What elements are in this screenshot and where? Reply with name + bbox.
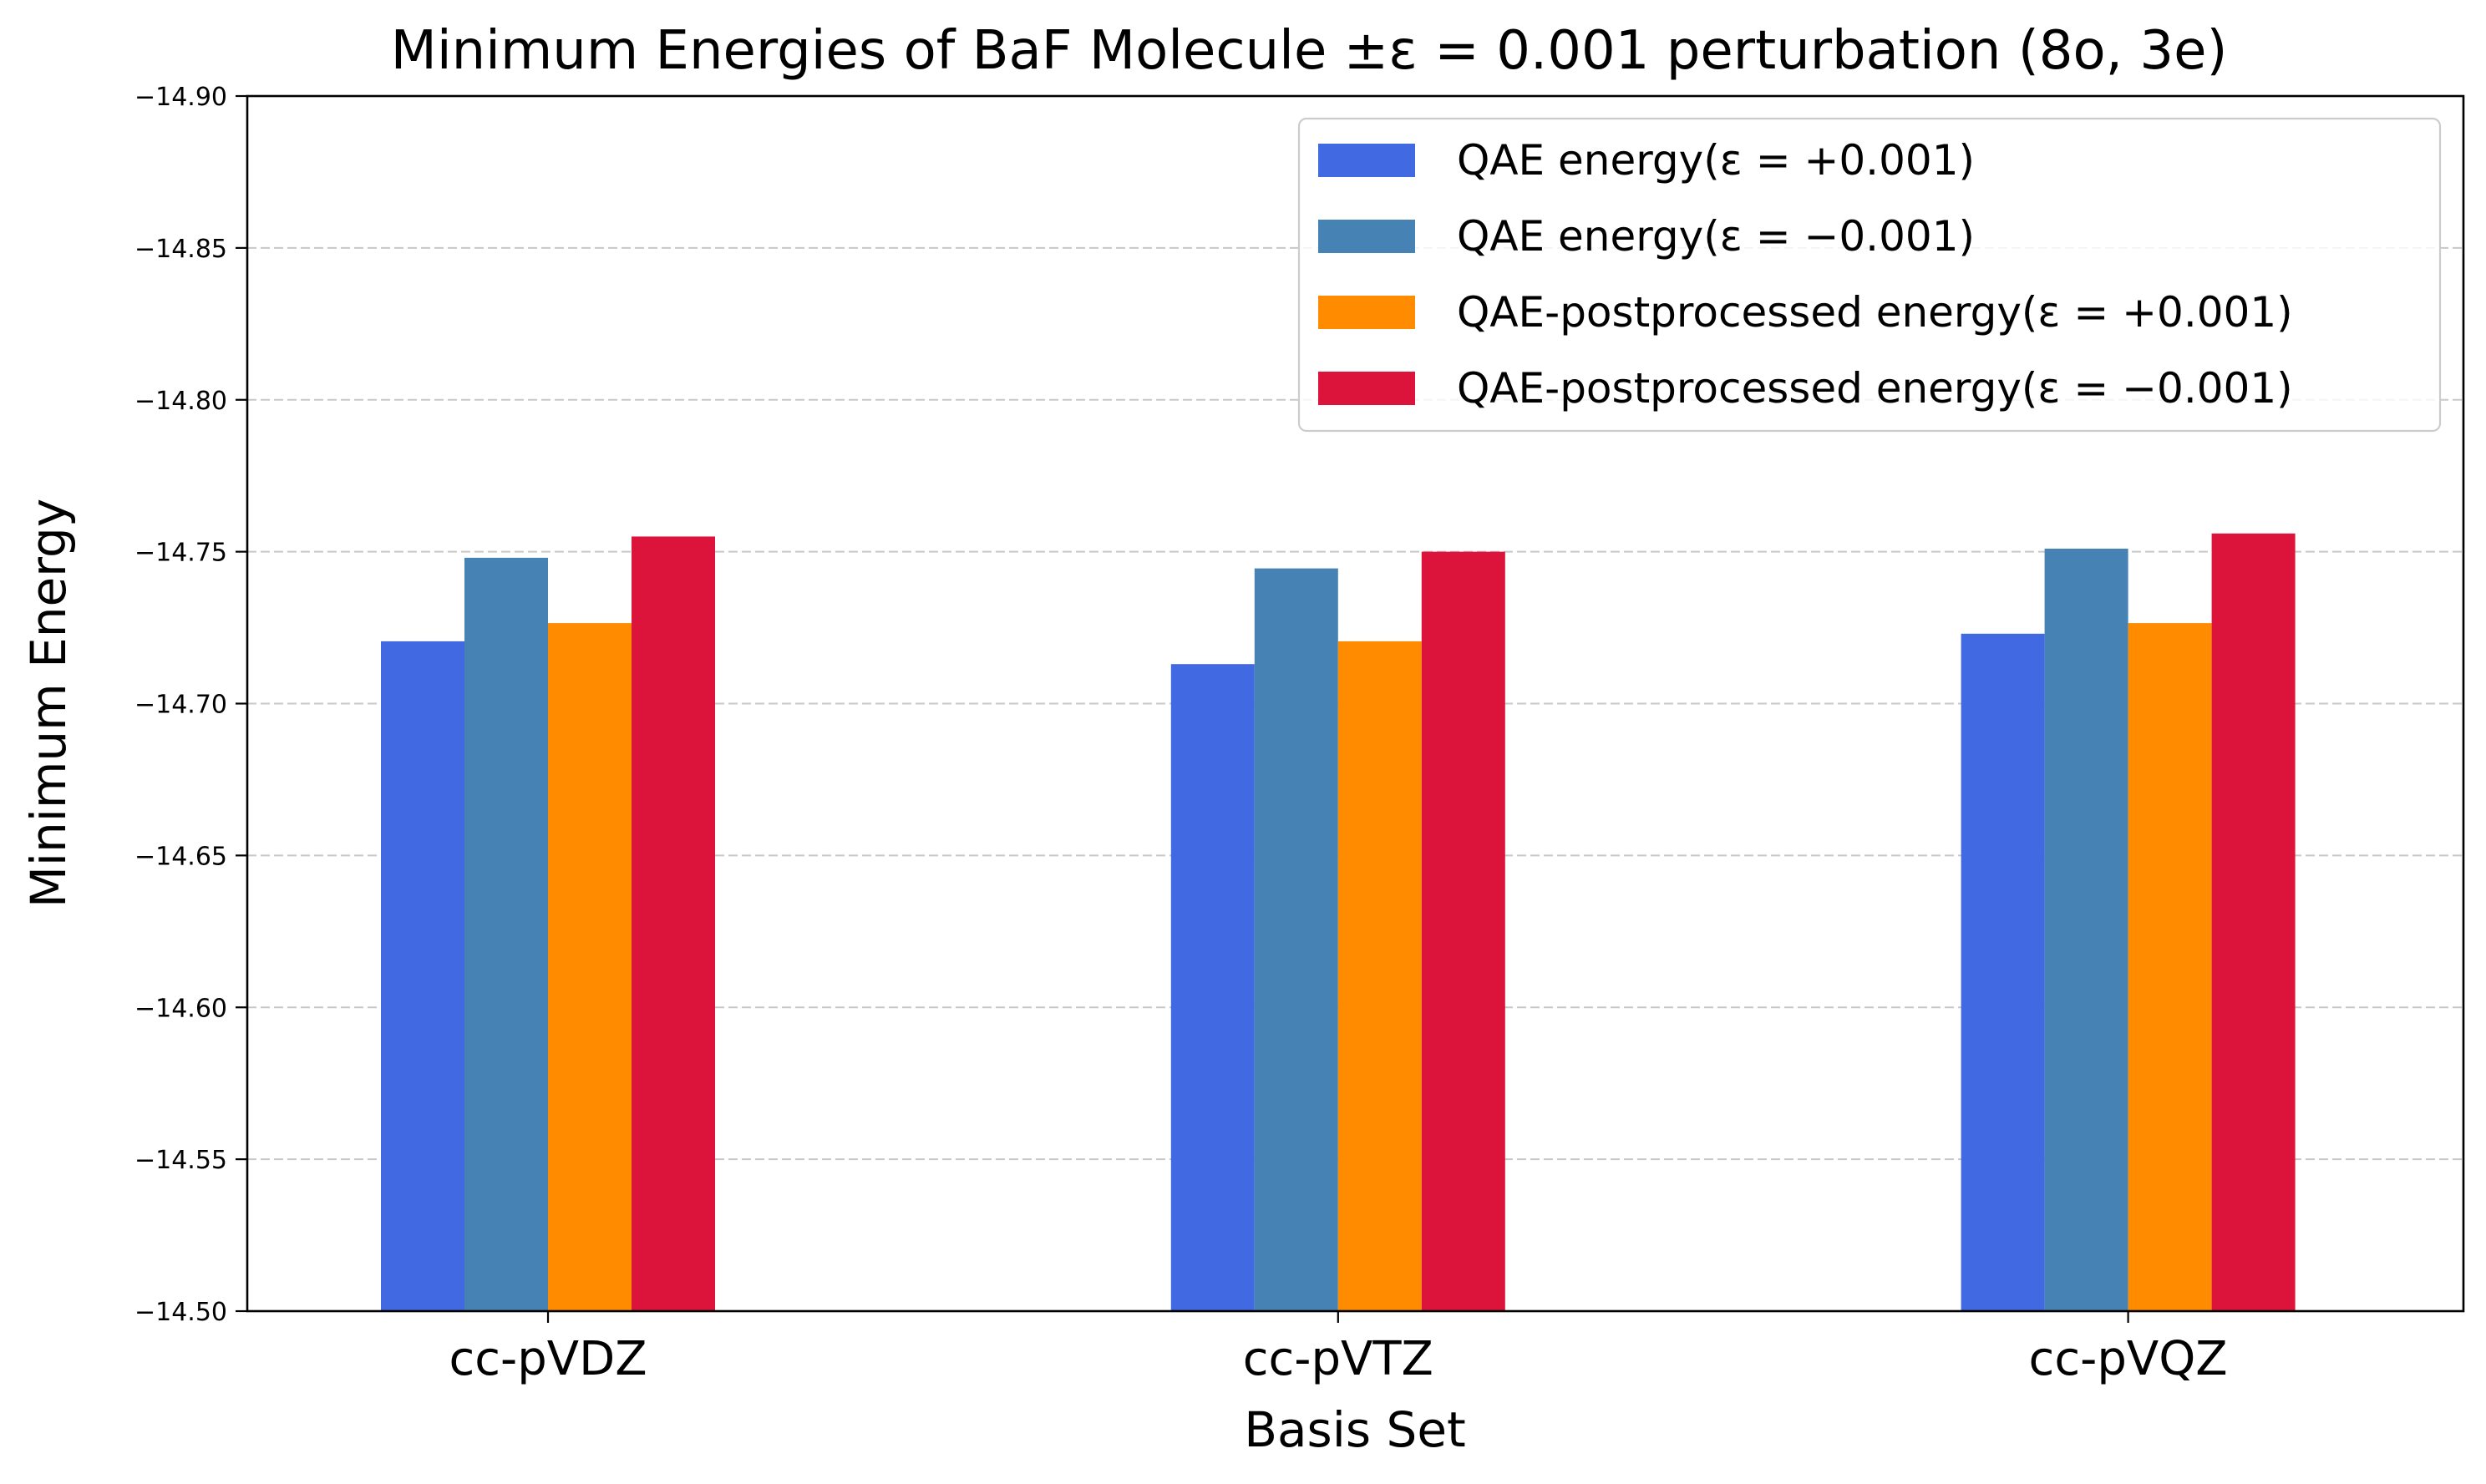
y-axis-label: Minimum Energy: [20, 499, 77, 908]
bar: [632, 536, 716, 1311]
y-tick-label: −14.90: [134, 83, 227, 112]
y-tick-label: −14.80: [134, 387, 227, 416]
y-tick-label: −14.50: [134, 1298, 227, 1327]
y-tick-label: −14.55: [134, 1146, 227, 1175]
legend-label: QAE energy(ε = +0.001): [1457, 136, 1975, 185]
y-axis-ticks: −14.90 −14.85 −14.80 −14.75 −14.70 −14.65 −14.…: [134, 83, 247, 1327]
y-tick-label: −14.65: [134, 842, 227, 871]
legend-label: QAE-postprocessed energy(ε = −0.001): [1457, 364, 2293, 413]
bar: [381, 641, 465, 1311]
legend-swatch: [1318, 144, 1415, 177]
bar: [1961, 633, 2045, 1311]
bar: [464, 557, 549, 1311]
x-tick-label: cc-pVDZ: [449, 1332, 647, 1386]
y-tick-label: −14.75: [134, 539, 227, 568]
y-tick-label: −14.85: [134, 235, 227, 264]
bar: [548, 623, 632, 1311]
bar: [1254, 568, 1338, 1311]
x-tick-label: cc-pVQZ: [2029, 1332, 2228, 1386]
legend-swatch: [1318, 220, 1415, 253]
x-axis-label: Basis Set: [1244, 1401, 1466, 1458]
legend-frame: [1297, 117, 2442, 433]
x-axis-ticks: cc-pVDZ cc-pVTZ cc-pVQZ: [449, 1311, 2228, 1386]
bars: [381, 533, 2296, 1311]
bar: [1421, 551, 1505, 1311]
y-tick-label: −14.60: [134, 994, 227, 1023]
bar: [2128, 623, 2212, 1311]
y-tick-label: −14.70: [134, 691, 227, 720]
bar: [2044, 548, 2128, 1311]
legend: QAE energy(ε = +0.001) QAE energy(ε = −0.…: [1297, 117, 2442, 433]
legend-label: QAE-postprocessed energy(ε = +0.001): [1457, 288, 2293, 337]
bar: [1337, 641, 1422, 1311]
legend-label: QAE energy(ε = −0.001): [1457, 212, 1975, 261]
bar: [1170, 664, 1255, 1311]
x-tick-label: cc-pVTZ: [1243, 1332, 1433, 1386]
chart-title: Minimum Energies of BaF Molecule ±ε = 0.…: [391, 20, 2228, 82]
bar: [2211, 533, 2296, 1311]
legend-swatch: [1318, 296, 1415, 329]
legend-swatch: [1318, 372, 1415, 405]
